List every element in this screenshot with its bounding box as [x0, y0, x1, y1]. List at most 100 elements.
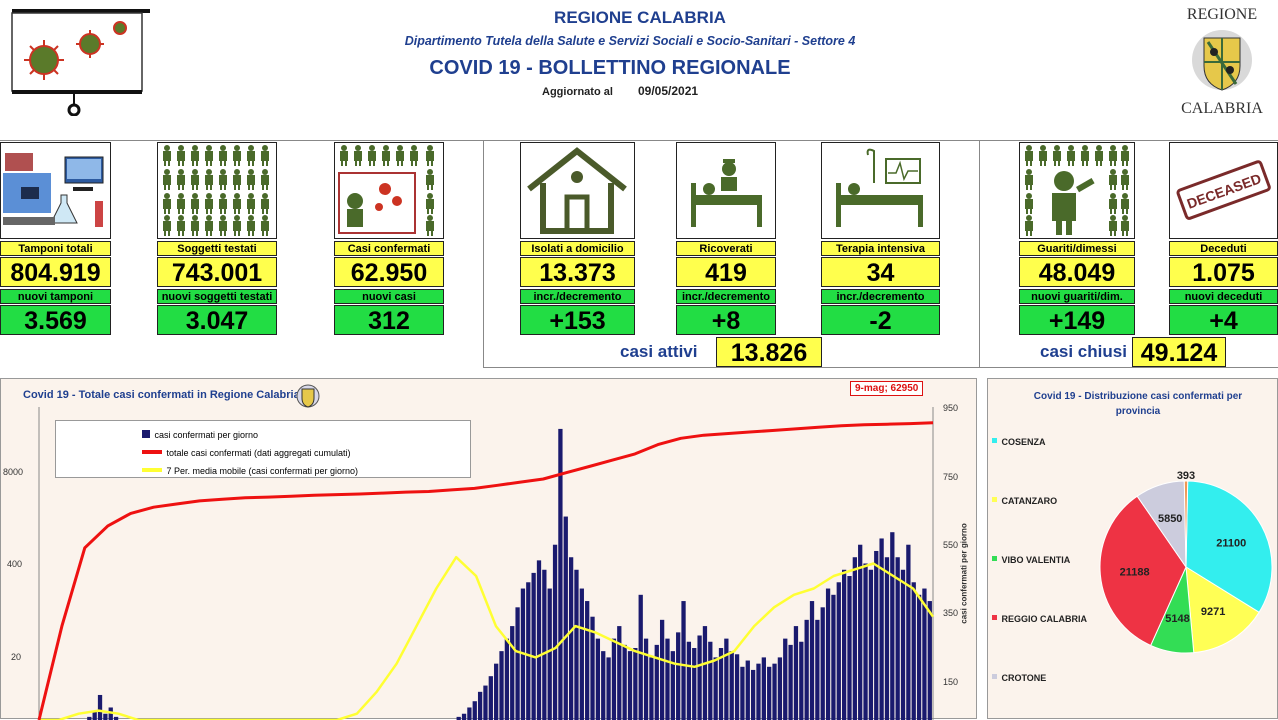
daily-cases-bar [98, 695, 102, 720]
daily-cases-bar [569, 557, 573, 720]
daily-cases-bar [499, 651, 503, 720]
card-label-ricoverati: Ricoverati [676, 241, 776, 256]
daily-cases-bar [628, 651, 632, 720]
daily-cases-bar [601, 651, 605, 720]
card-sublabel-casi: nuovi casi [334, 289, 444, 304]
bulletin-title: COVID 19 - BOLLETTINO REGIONALE [410, 57, 810, 80]
legend-label-bars: casi confermati per giorno [154, 430, 258, 440]
legend-item-reggio: REGGIO CALABRIA [992, 609, 1087, 627]
card-label-isolati: Isolati a domicilio [520, 241, 635, 256]
regione-logo: REGIONE CALABRIA [1170, 2, 1274, 120]
daily-cases-bar [751, 670, 755, 720]
daily-cases-bar [532, 573, 536, 720]
healed-person-icon [1020, 143, 1134, 238]
daily-cases-bar [762, 657, 766, 720]
legend-swatch-cumulative [142, 450, 162, 454]
card-label-guariti: Guariti/dimessi [1019, 241, 1135, 256]
logo-text-top: REGIONE [1170, 6, 1274, 24]
daily-cases-bar [805, 620, 809, 720]
daily-cases-bar [580, 589, 584, 720]
daily-cases-bar [767, 667, 771, 720]
card-value-tamponi: 804.919 [0, 257, 111, 287]
daily-cases-bar [655, 645, 659, 720]
card-value-deceduti: 1.075 [1169, 257, 1278, 287]
pie-label-cosenza: 21100 [1216, 537, 1246, 549]
daily-cases-bar [574, 570, 578, 720]
active-cases-label: casi attivi [620, 342, 698, 362]
card-icon-guariti [1019, 142, 1135, 239]
daily-cases-bar [703, 626, 707, 720]
card-icon-deceduti: DECEASED [1169, 142, 1278, 239]
daily-cases-bar [842, 570, 846, 720]
daily-cases-bar [649, 657, 653, 720]
daily-cases-bar [681, 601, 685, 720]
daily-cases-bar [778, 657, 782, 720]
daily-cases-bar [489, 676, 493, 720]
legend-label-crotone: CROTONE [1001, 673, 1046, 683]
daily-cases-bar [714, 657, 718, 720]
legend-label-vibo: VIBO VALENTIA [1001, 555, 1070, 565]
department-subtitle: Dipartimento Tutela della Salute e Servi… [330, 34, 930, 48]
daily-cases-bar [548, 589, 552, 720]
daily-cases-bar [617, 626, 621, 720]
daily-cases-bar [467, 707, 471, 720]
coat-of-arms-icon [1190, 26, 1254, 94]
hospital-bed-icon [677, 143, 775, 238]
card-sublabel-tamponi: nuovi tamponi [0, 289, 111, 304]
daily-cases-bar [783, 639, 787, 720]
lab-equipment-icon [1, 143, 110, 238]
card-subvalue-guariti: +149 [1019, 305, 1135, 335]
card-sublabel-terapia: incr./decremento [821, 289, 940, 304]
daily-cases-bar [928, 601, 932, 720]
daily-cases-bar [708, 642, 712, 720]
daily-cases-bar [858, 545, 862, 720]
card-subvalue-isolati: +153 [520, 305, 635, 335]
logo-text-bottom: CALABRIA [1170, 100, 1274, 118]
legend-swatch-crotone [992, 674, 997, 679]
daily-cases-bar [639, 595, 643, 720]
card-subvalue-tamponi: 3.569 [0, 305, 111, 335]
card-label-soggetti: Soggetti testati [157, 241, 277, 256]
daily-cases-bar [794, 626, 798, 720]
virus-logo-icon [8, 4, 154, 116]
card-value-terapia: 34 [821, 257, 940, 287]
legend-item-cumulative: totale casi confermati (dati aggregati c… [142, 443, 351, 461]
daily-cases-bar [623, 645, 627, 720]
card-sublabel-guariti: nuovi guariti/dim. [1019, 289, 1135, 304]
daily-cases-bar [676, 632, 680, 720]
pie-label-altro: 393 [1177, 470, 1195, 482]
icu-bed-icon [822, 143, 939, 238]
daily-cases-bar [724, 639, 728, 720]
card-value-soggetti: 743.001 [157, 257, 277, 287]
daily-cases-bar [799, 642, 803, 720]
legend-swatch-moving-avg [142, 468, 162, 472]
pie-chart-title: Covid 19 - Distribuzione casi confermati… [1018, 389, 1258, 419]
pie-label-catanzaro: 9271 [1201, 606, 1225, 618]
daily-cases-bar [853, 557, 857, 720]
daily-cases-bar [912, 582, 916, 720]
daily-cases-bar [537, 560, 541, 720]
daily-cases-bar [526, 582, 530, 720]
daily-cases-bar [863, 564, 867, 720]
region-title: REGIONE CALABRIA [480, 8, 800, 28]
daily-cases-bar [494, 664, 498, 720]
legend-label-moving-avg: 7 Per. media mobile (casi confermati per… [166, 466, 358, 476]
legend-swatch-cosenza [992, 438, 997, 443]
closed-cases-label: casi chiusi [1040, 342, 1127, 362]
chart-legend: casi confermati per giorno totale casi c… [55, 420, 471, 478]
card-value-isolati: 13.373 [520, 257, 635, 287]
updated-label: Aggiornato al [542, 86, 613, 98]
legend-item-catanzaro: CATANZARO [992, 491, 1057, 509]
card-icon-ricoverati [676, 142, 776, 239]
daily-cases-bar [564, 517, 568, 720]
daily-cases-bar [879, 538, 883, 720]
daily-cases-bar [687, 642, 691, 720]
legend-item-crotone: CROTONE [992, 668, 1046, 686]
daily-cases-bar [515, 607, 519, 720]
house-icon [521, 143, 634, 238]
updated-date: 09/05/2021 [638, 84, 698, 98]
card-sublabel-ricoverati: incr./decremento [676, 289, 776, 304]
daily-cases-bar [896, 557, 900, 720]
main-chart-panel: Covid 19 - Totale casi confermati in Reg… [0, 378, 977, 719]
daily-cases-bar [462, 714, 466, 720]
